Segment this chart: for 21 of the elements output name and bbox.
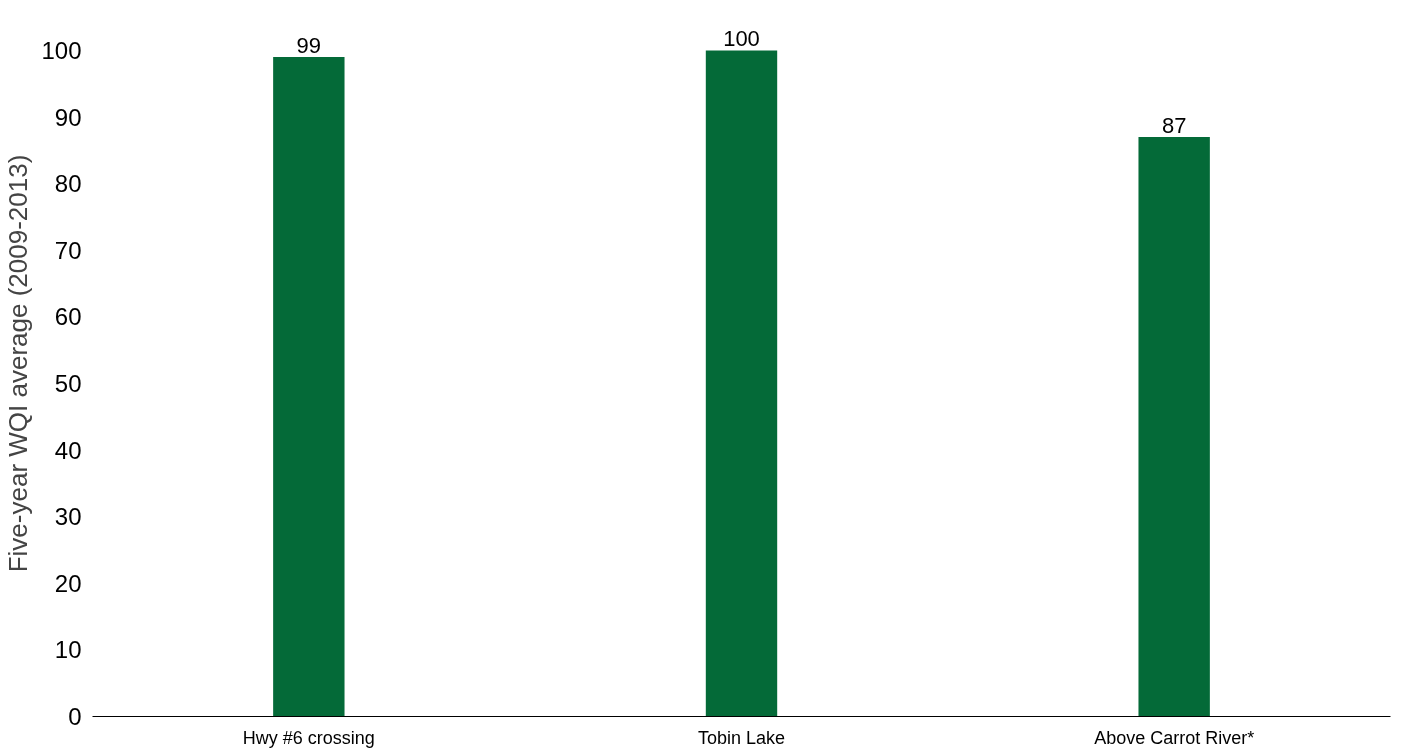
- y-tick-label: 60: [54, 303, 82, 331]
- y-axis-title: Five-year WQI average (2009-2013): [3, 154, 34, 573]
- data-label: 87: [1161, 113, 1187, 139]
- y-tick-label: 90: [54, 103, 82, 131]
- y-tick-label: 20: [54, 569, 82, 597]
- x-tick-label: Hwy #6 crossing: [242, 727, 375, 748]
- data-label: 100: [723, 26, 760, 52]
- bar: [705, 50, 778, 717]
- y-tick-label: 50: [54, 369, 82, 397]
- y-tick-label: 30: [54, 503, 82, 531]
- y-tick-label: 100: [41, 36, 82, 64]
- y-tick-label: 40: [54, 436, 82, 464]
- y-tick-label: 10: [54, 636, 82, 664]
- y-tick-label: 0: [68, 703, 82, 730]
- x-tick-label: Tobin Lake: [697, 727, 786, 748]
- y-tick-label: 70: [54, 236, 82, 264]
- y-tick-label: 80: [54, 170, 82, 198]
- data-label: 99: [296, 33, 322, 59]
- bar: [1138, 137, 1210, 717]
- x-tick-label: Above Carrot River*: [1094, 727, 1255, 748]
- bar: [273, 57, 345, 717]
